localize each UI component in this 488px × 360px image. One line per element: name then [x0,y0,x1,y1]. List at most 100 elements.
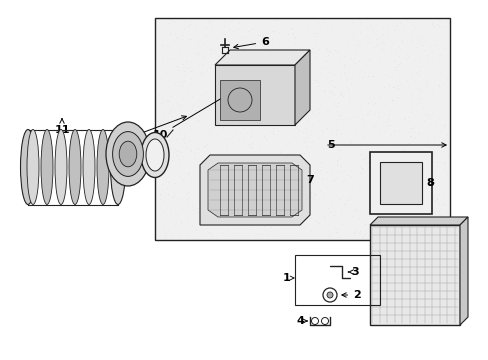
Point [406,157,414,163]
Point [253,111,261,117]
Point [344,86,351,92]
Point [344,217,352,223]
Point [364,159,372,165]
Point [234,71,242,77]
Point [226,81,234,87]
Point [427,210,435,216]
Point [205,18,213,24]
Point [360,46,368,52]
Point [243,88,251,94]
Point [336,72,344,78]
Point [400,207,408,212]
Point [433,200,441,206]
Point [323,205,331,211]
Point [166,93,174,99]
Point [326,129,334,135]
Point [396,168,404,174]
Point [257,33,265,39]
Point [411,195,419,201]
Point [384,116,391,122]
Point [175,195,183,201]
Point [426,163,433,169]
Point [208,33,216,39]
Point [367,180,375,186]
Point [237,35,244,40]
Point [185,22,193,28]
Point [164,20,172,26]
Point [426,197,434,202]
Point [392,181,400,186]
Point [225,81,233,87]
Point [391,162,399,168]
Point [159,42,167,48]
Point [378,31,386,36]
Point [179,82,186,87]
Point [353,114,361,120]
Point [255,50,263,55]
Point [348,213,356,219]
Point [157,173,165,179]
Point [441,122,448,128]
Point [296,172,304,177]
Polygon shape [294,50,309,125]
Point [244,28,252,34]
Point [206,230,214,236]
Point [322,54,330,59]
Point [178,80,186,85]
Point [259,223,267,229]
Point [325,93,332,99]
Point [332,159,340,165]
Point [154,187,162,193]
Point [433,159,441,165]
Point [320,213,328,219]
Point [290,107,298,113]
Point [205,73,213,79]
Point [217,174,225,180]
Point [433,147,441,152]
Point [434,55,442,61]
Point [412,86,420,92]
Point [164,44,172,49]
Point [320,124,328,130]
Point [293,186,301,192]
Point [222,160,230,166]
Point [327,90,335,96]
Point [376,130,384,136]
Point [430,173,438,179]
Text: 7: 7 [288,175,313,191]
Point [299,136,306,141]
Point [273,233,281,239]
Point [329,177,337,183]
Point [441,84,449,89]
Point [302,130,309,135]
Point [416,96,424,102]
Point [414,177,422,183]
Point [221,101,228,107]
Point [201,89,209,95]
Point [170,81,178,87]
Point [386,227,394,233]
Point [197,184,205,190]
Point [368,28,376,33]
Point [416,172,424,177]
Point [236,176,244,182]
Point [184,171,192,177]
Point [245,144,253,150]
Point [336,168,344,174]
Point [267,225,275,230]
Point [299,55,307,61]
Point [347,183,355,189]
Point [385,165,392,171]
Point [369,101,377,107]
Point [183,24,191,30]
Point [296,61,304,67]
Point [290,119,298,125]
Point [161,48,169,54]
Point [306,215,314,221]
Point [342,172,350,178]
Point [421,229,429,234]
Point [215,204,223,210]
Point [440,224,447,230]
Point [205,46,213,52]
Point [207,49,215,55]
